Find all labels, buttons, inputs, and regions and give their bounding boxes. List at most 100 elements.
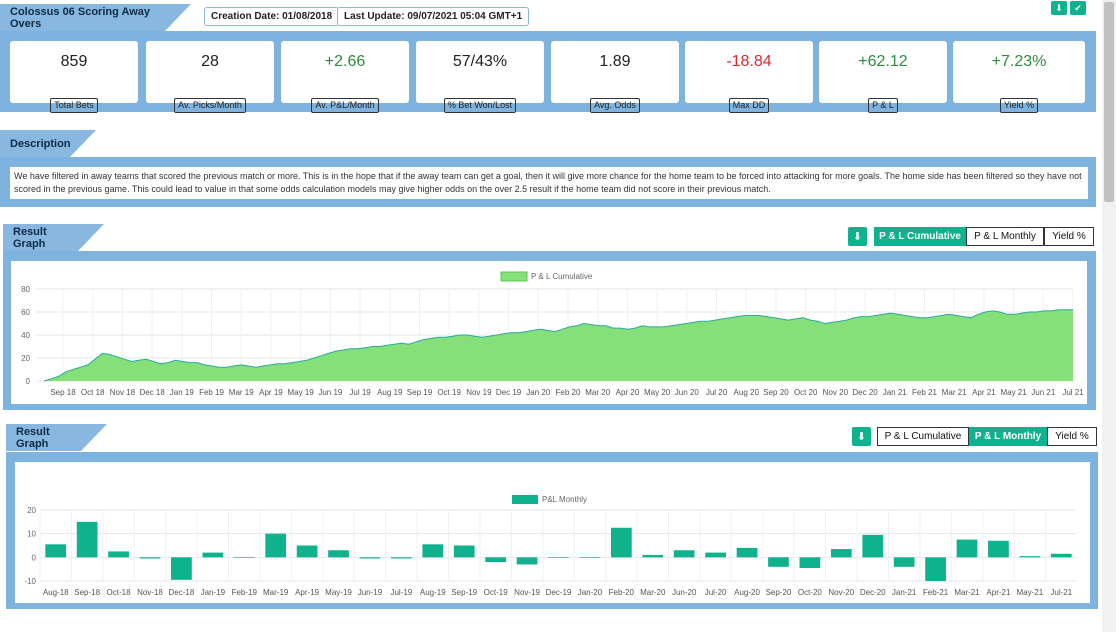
monthly-bar [391, 557, 412, 559]
graph1-download-icon[interactable]: ⬇ [848, 227, 867, 246]
stat-card: 57/43% % Bet Won/Lost [416, 41, 544, 113]
graph2-chart-area: -10 0 10 20 Aug-18 Sep-18 Oct-18 Nov-18 Dec-18 Ja… [15, 462, 1090, 603]
cumulative-area [44, 309, 1073, 381]
x-tick-label: Jan 19 [170, 388, 195, 397]
x-tick-label: May-21 [1017, 588, 1044, 597]
x-tick-label: Apr 19 [259, 388, 283, 397]
cumulative-pl-chart: 0 20 40 60 80 Sep 18 Oct 18 Nov 18 Dec 18 Jan 19 F… [21, 271, 1084, 397]
x-tick-label: Dec 18 [139, 388, 165, 397]
graph1-tab-monthly[interactable]: P & L Monthly [966, 227, 1044, 246]
monthly-bar [296, 545, 318, 558]
monthly-bar [485, 557, 507, 563]
graph1-header: Result Graph [3, 224, 104, 251]
stat-value: 28 [201, 53, 219, 70]
page-scrollbar[interactable] [1102, 0, 1116, 632]
x-tick-label: Feb 20 [556, 388, 581, 397]
y-tick-label: 0 [32, 553, 37, 562]
stat-value: +7.23% [991, 53, 1047, 70]
graph2-header: Result Graph [6, 424, 107, 451]
graph1-tab-cumulative[interactable]: P & L Cumulative [874, 227, 966, 246]
y-tick-label: 60 [21, 308, 30, 317]
monthly-bar [1019, 556, 1041, 558]
stat-card: +2.66 Av. P&L/Month [281, 41, 409, 113]
x-tick-label: Jan-20 [578, 588, 603, 597]
monthly-bar [799, 557, 821, 568]
x-tick-label: Dec 19 [496, 388, 522, 397]
stat-value: 57/43% [452, 53, 508, 70]
monthly-bar [453, 545, 475, 558]
legend-swatch [500, 271, 528, 282]
monthly-bar [956, 539, 978, 558]
y-tick-label: 20 [27, 506, 36, 515]
monthly-pl-chart: -10 0 10 20 Aug-18 Sep-18 Oct-18 Nov-18 Dec-18 Ja… [24, 495, 1077, 597]
x-tick-label: Mar-19 [263, 588, 289, 597]
graph1-tab-yield[interactable]: Yield % [1044, 227, 1094, 246]
stat-value: +62.12 [858, 53, 908, 70]
stat-card: 859 Total Bets [10, 41, 138, 113]
cumulative-line [43, 309, 1073, 382]
x-tick-label: Jul 20 [706, 388, 728, 397]
graph1-title: Result Graph [13, 225, 47, 250]
stat-label: Max DD [728, 98, 770, 113]
x-tick-label: Jul-21 [1050, 588, 1072, 597]
x-tick-label: Jun 20 [675, 388, 700, 397]
x-tick-label: Feb-21 [923, 588, 949, 597]
monthly-bar [45, 544, 67, 558]
x-tick-label: Jun 19 [318, 388, 343, 397]
x-tick-label: Jan 20 [526, 388, 551, 397]
x-tick-label: Jan 21 [883, 388, 908, 397]
graph2-tab-monthly[interactable]: P & L Monthly [969, 427, 1047, 446]
x-tick-label: Oct 18 [81, 388, 105, 397]
stat-label: % Bet Won/Lost [443, 98, 517, 113]
y-tick-label: -10 [24, 577, 36, 586]
x-tick-label: Nov-19 [514, 588, 540, 597]
graph2-download-icon[interactable]: ⬇ [852, 427, 871, 446]
y-tick-label: 20 [21, 354, 30, 363]
y-tick-label: 40 [21, 331, 30, 340]
graph2-title: Result Graph [16, 425, 50, 450]
stat-label: Yield % [999, 98, 1039, 113]
x-tick-label: Sep 18 [50, 388, 76, 397]
monthly-bar [548, 557, 569, 558]
monthly-bar [579, 557, 601, 558]
y-tick-label: 80 [21, 285, 30, 294]
x-tick-label: Mar 20 [585, 388, 610, 397]
x-tick-label: Oct 19 [437, 388, 461, 397]
x-tick-label: Mar 19 [229, 388, 254, 397]
monthly-bar [328, 550, 349, 558]
verified-icon[interactable]: ✔ [1070, 1, 1086, 15]
monthly-bar [768, 557, 789, 567]
monthly-bar [830, 549, 852, 558]
legend-label: P&L Monthly [542, 495, 587, 504]
x-tick-label: Sep 20 [763, 388, 789, 397]
stat-label: Total Bets [50, 98, 98, 113]
x-tick-label: Feb 19 [199, 388, 224, 397]
legend-swatch [512, 495, 538, 504]
stat-label: P & L [868, 98, 898, 113]
x-tick-label: Jul 21 [1062, 388, 1084, 397]
x-tick-label: Feb 21 [912, 388, 937, 397]
monthly-bar [673, 550, 695, 558]
download-icon[interactable]: ⬇ [1051, 1, 1067, 15]
x-tick-label: Nov 18 [110, 388, 136, 397]
scrollbar-thumb[interactable] [1104, 2, 1114, 202]
x-tick-label: Nov 20 [823, 388, 849, 397]
graph2-tab-yield[interactable]: Yield % [1047, 427, 1097, 446]
x-tick-label: Nov-20 [828, 588, 854, 597]
x-tick-label: Oct-18 [107, 588, 132, 597]
page-title-text: Colossus 06 Scoring Away Overs [10, 5, 150, 30]
y-tick-label: 10 [27, 530, 36, 539]
x-tick-label: Mar-21 [954, 588, 980, 597]
x-tick-label: Apr 20 [616, 388, 640, 397]
graph2-tab-cumulative[interactable]: P & L Cumulative [877, 427, 969, 446]
monthly-bar [108, 551, 129, 558]
monthly-bar [516, 557, 538, 565]
x-tick-label: Sep 19 [407, 388, 433, 397]
x-tick-label: Jun-20 [672, 588, 697, 597]
x-tick-label: Jul 19 [349, 388, 371, 397]
x-tick-label: Jan-19 [201, 588, 226, 597]
x-tick-label: Jan-21 [892, 588, 917, 597]
x-tick-label: Aug-20 [734, 588, 760, 597]
monthly-bar [422, 544, 444, 558]
x-tick-label: May 20 [644, 388, 671, 397]
